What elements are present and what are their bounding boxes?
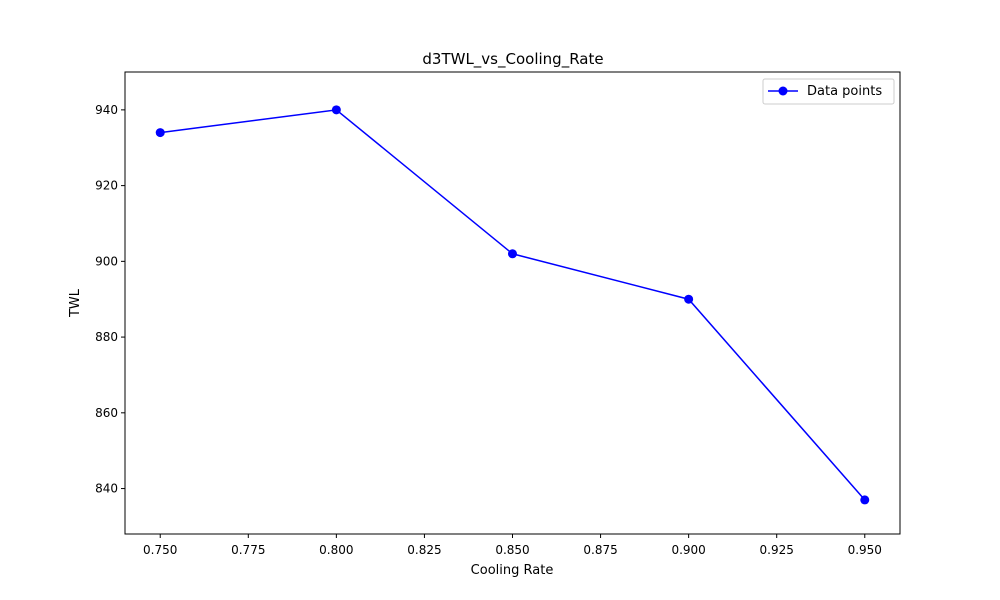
y-tick-label: 920	[95, 179, 118, 193]
x-tick-label: 0.750	[143, 543, 177, 557]
x-tick-label: 0.775	[231, 543, 265, 557]
x-tick-label: 0.900	[671, 543, 705, 557]
legend-marker	[778, 86, 788, 96]
x-tick-label: 0.825	[407, 543, 441, 557]
x-tick-label: 0.800	[319, 543, 353, 557]
series-layer	[155, 105, 870, 505]
legend-label: Data points	[807, 84, 882, 99]
data-point	[331, 105, 341, 115]
y-tick-label: 900	[95, 254, 118, 268]
y-tick-label: 940	[95, 103, 118, 117]
x-axis-ticks: 0.750 0.775 0.800 0.825 0.850 0.875 0.900 0.925…	[143, 534, 882, 557]
chart-title: d3TWL_vs_Cooling_Rate	[422, 50, 603, 69]
data-point	[155, 128, 165, 138]
y-tick-label: 860	[95, 406, 118, 420]
legend: Data points	[762, 78, 895, 105]
y-tick-label: 840	[95, 482, 118, 496]
x-tick-label: 0.925	[760, 543, 794, 557]
data-point	[684, 294, 694, 304]
x-tick-label: 0.875	[583, 543, 617, 557]
x-tick-label: 0.850	[495, 543, 529, 557]
x-axis-label: Cooling Rate	[471, 563, 554, 578]
data-point	[860, 495, 870, 505]
y-axis-ticks: 840 860 880 900 920 940	[95, 103, 125, 496]
legend-box	[762, 78, 895, 105]
data-point	[508, 249, 517, 259]
x-tick-label: 0.950	[848, 543, 882, 557]
y-axis-label: TWL	[68, 288, 83, 318]
plot-area: 0.750 0.775 0.800 0.825 0.850 0.875 0.900 0.925…	[95, 71, 901, 557]
y-tick-label: 880	[95, 330, 118, 344]
